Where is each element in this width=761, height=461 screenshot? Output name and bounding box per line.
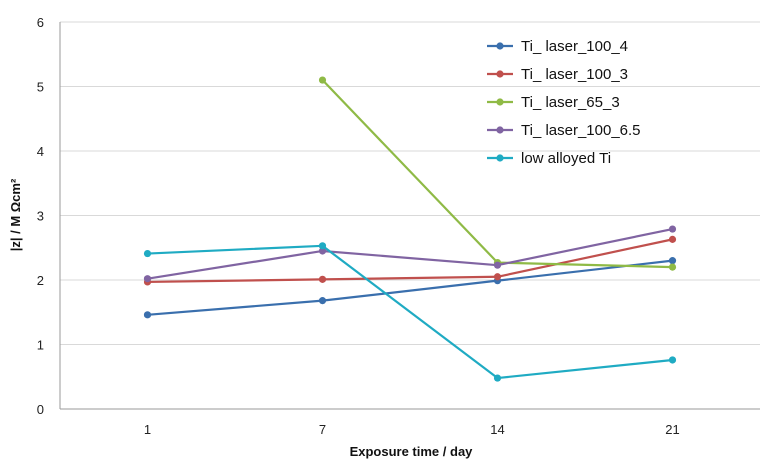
data-point bbox=[668, 257, 677, 265]
gridlines bbox=[59, 21, 760, 410]
series-3 bbox=[143, 225, 677, 283]
legend-label: Ti_ laser_100_4 bbox=[521, 38, 628, 55]
x-tick-label: 21 bbox=[665, 422, 679, 437]
y-tick-label: 5 bbox=[37, 80, 44, 95]
y-tick-label: 0 bbox=[37, 402, 44, 417]
legend-marker bbox=[496, 154, 504, 162]
data-point bbox=[143, 249, 152, 258]
x-tick-label: 1 bbox=[144, 422, 151, 437]
y-tick-label: 1 bbox=[37, 338, 44, 353]
y-tick-label: 3 bbox=[37, 209, 44, 224]
data-point bbox=[318, 247, 327, 255]
series-line bbox=[147, 259, 673, 316]
data-point bbox=[668, 263, 677, 271]
data-point bbox=[493, 374, 502, 382]
data-point bbox=[668, 356, 677, 364]
legend-item: Ti_ laser_100_3 bbox=[487, 66, 628, 83]
x-axis-ticks: 1 7 14 21 bbox=[144, 422, 680, 437]
legend: Ti_ laser_100_4 Ti_ laser_100_3 Ti_ laser_… bbox=[487, 38, 641, 167]
series-layer bbox=[143, 76, 677, 382]
legend-label: low alloyed Ti bbox=[521, 150, 611, 167]
data-point bbox=[143, 311, 152, 319]
legend-item: low alloyed Ti bbox=[487, 150, 611, 167]
legend-marker bbox=[496, 42, 504, 50]
legend-marker bbox=[496, 126, 504, 134]
y-tick-label: 2 bbox=[37, 273, 44, 288]
x-tick-label: 14 bbox=[490, 422, 504, 437]
series-line bbox=[147, 238, 673, 284]
legend-label: Ti_ laser_100_6.5 bbox=[521, 122, 641, 139]
legend-label: Ti_ laser_100_3 bbox=[521, 66, 628, 83]
series-line bbox=[147, 227, 673, 280]
legend-item: Ti_ laser_65_3 bbox=[487, 94, 620, 111]
data-point bbox=[318, 275, 327, 283]
data-point bbox=[318, 76, 327, 84]
series-line bbox=[147, 244, 673, 380]
y-axis-title: |z| / M Ωcm² bbox=[8, 178, 23, 251]
y-tick-label: 4 bbox=[37, 144, 44, 159]
data-point bbox=[318, 297, 327, 305]
x-tick-label: 7 bbox=[319, 422, 326, 437]
data-point bbox=[143, 275, 152, 283]
legend-marker bbox=[496, 98, 504, 106]
series-2 bbox=[318, 76, 677, 271]
data-point bbox=[493, 273, 502, 281]
y-axis-ticks: 0 1 2 3 4 5 6 bbox=[37, 15, 44, 417]
series-1 bbox=[143, 235, 677, 286]
legend-item: Ti_ laser_100_6.5 bbox=[487, 122, 641, 139]
series-4 bbox=[143, 242, 677, 382]
x-axis-title: Exposure time / day bbox=[350, 444, 474, 459]
data-point bbox=[493, 261, 502, 269]
data-point bbox=[668, 235, 677, 243]
data-point bbox=[318, 242, 327, 250]
y-tick-label: 6 bbox=[37, 15, 44, 30]
data-point bbox=[668, 225, 677, 233]
legend-label: Ti_ laser_65_3 bbox=[521, 94, 620, 111]
legend-marker bbox=[496, 70, 504, 78]
legend-item: Ti_ laser_100_4 bbox=[487, 38, 628, 55]
